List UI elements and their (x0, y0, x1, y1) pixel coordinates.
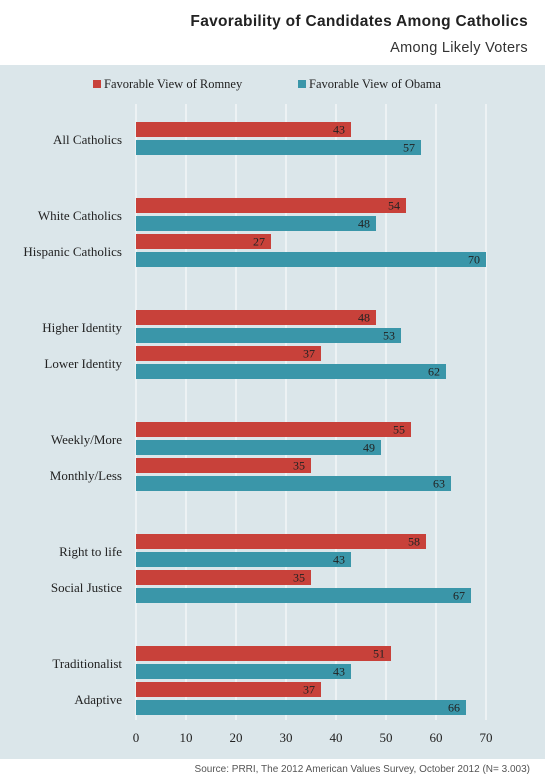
category-label: All Catholics (53, 132, 122, 147)
bar-value-label: 57 (403, 141, 415, 155)
bar (136, 700, 466, 715)
category-label: Lower Identity (44, 356, 122, 371)
bar (136, 252, 486, 267)
category-label: White Catholics (38, 208, 122, 223)
bar (136, 534, 426, 549)
bar (136, 682, 321, 697)
bar-value-label: 48 (358, 217, 370, 231)
bar (136, 646, 391, 661)
x-tick-label: 40 (330, 730, 343, 745)
bar (136, 552, 351, 567)
bar-value-label: 37 (303, 347, 315, 361)
bar (136, 440, 381, 455)
legend-label: Favorable View of Romney (104, 77, 243, 91)
category-label: Traditionalist (52, 656, 122, 671)
category-label: Adaptive (74, 692, 122, 707)
bar-value-label: 35 (293, 459, 305, 473)
bar-value-label: 43 (333, 665, 345, 679)
bar (136, 364, 446, 379)
bar-value-label: 27 (253, 235, 265, 249)
bar-value-label: 43 (333, 123, 345, 137)
x-tick-label: 20 (230, 730, 243, 745)
category-label: Right to life (59, 544, 122, 559)
bar-value-label: 70 (468, 253, 480, 267)
bar-value-label: 51 (373, 647, 385, 661)
x-tick-label: 0 (133, 730, 140, 745)
category-label: Hispanic Catholics (23, 244, 122, 259)
chart-subtitle: Among Likely Voters (390, 40, 528, 56)
category-label: Monthly/Less (50, 468, 122, 483)
source-note: Source: PRRI, The 2012 American Values S… (194, 764, 530, 775)
bar-value-label: 67 (453, 589, 465, 603)
bar-value-label: 62 (428, 365, 440, 379)
category-label: Social Justice (51, 580, 122, 595)
bar (136, 122, 351, 137)
bar (136, 476, 451, 491)
bar (136, 570, 311, 585)
chart-title: Favorability of Candidates Among Catholi… (190, 13, 528, 30)
x-tick-label: 70 (480, 730, 493, 745)
category-label: Weekly/More (51, 432, 122, 447)
bar (136, 234, 271, 249)
bar-value-label: 53 (383, 329, 395, 343)
bar-value-label: 55 (393, 423, 405, 437)
bar (136, 216, 376, 231)
bar-value-label: 48 (358, 311, 370, 325)
bar-value-label: 49 (363, 441, 375, 455)
bar-value-label: 54 (388, 199, 400, 213)
bar-value-label: 35 (293, 571, 305, 585)
chart-panel (0, 65, 545, 759)
legend-swatch (93, 80, 101, 88)
bar (136, 310, 376, 325)
legend-label: Favorable View of Obama (309, 77, 441, 91)
bar-value-label: 63 (433, 477, 445, 491)
bar (136, 198, 406, 213)
bar (136, 588, 471, 603)
bar (136, 328, 401, 343)
bar-value-label: 58 (408, 535, 420, 549)
x-tick-label: 30 (280, 730, 293, 745)
bar-value-label: 66 (448, 701, 460, 715)
x-tick-label: 50 (380, 730, 393, 745)
bar (136, 422, 411, 437)
bar-value-label: 43 (333, 553, 345, 567)
legend-swatch (298, 80, 306, 88)
x-tick-label: 10 (180, 730, 193, 745)
bar (136, 346, 321, 361)
bar (136, 140, 421, 155)
bar (136, 458, 311, 473)
x-tick-label: 60 (430, 730, 443, 745)
bar (136, 664, 351, 679)
bar-value-label: 37 (303, 683, 315, 697)
category-label: Higher Identity (42, 320, 122, 335)
